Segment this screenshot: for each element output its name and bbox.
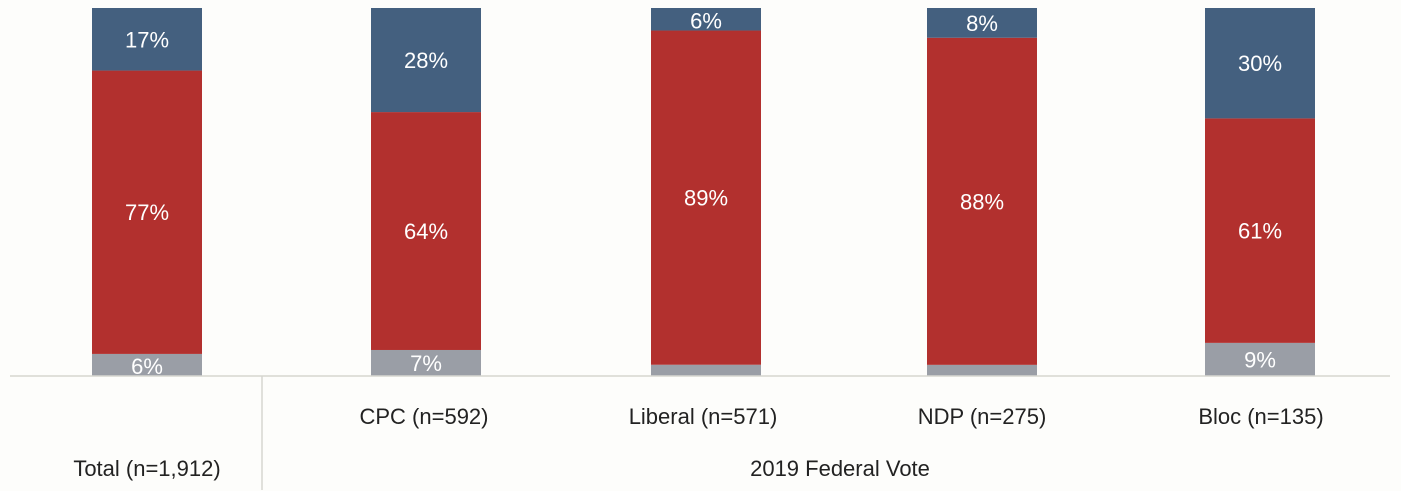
group-label-federal-vote: 2019 Federal Vote	[750, 456, 930, 481]
bar-segment-cpc-1	[371, 112, 481, 350]
tick-label-liberal: Liberal (n=571)	[629, 404, 778, 429]
bar-segment-total-1	[92, 70, 202, 354]
bar-segment-total-2	[92, 8, 202, 71]
bar-segment-bloc-2	[1205, 8, 1315, 119]
category-axis: CPC (n=592) Liberal (n=571) NDP (n=275) …	[10, 375, 1390, 490]
bar-segment-cpc-0	[371, 349, 481, 376]
data-label-total-0: 6%	[131, 354, 163, 379]
bar-segment-ndp-1	[927, 37, 1037, 365]
data-label-total-1: 77%	[125, 200, 169, 225]
bar-segment-liberal-1	[651, 30, 761, 365]
bar-segment-ndp-0	[927, 364, 1037, 376]
bar-segment-liberal-0	[651, 364, 761, 376]
data-label-total-2: 17%	[125, 27, 169, 52]
tick-label-bloc: Bloc (n=135)	[1198, 404, 1323, 429]
tick-label-total: Total (n=1,912)	[73, 456, 220, 481]
bar-segment-bloc-0	[1205, 342, 1315, 376]
tick-label-cpc: CPC (n=592)	[359, 404, 488, 429]
data-label-bloc-1: 61%	[1238, 219, 1282, 244]
data-label-cpc-1: 64%	[404, 219, 448, 244]
bar-segment-bloc-1	[1205, 118, 1315, 343]
data-label-bloc-2: 30%	[1238, 51, 1282, 76]
data-label-cpc-0: 7%	[410, 351, 442, 376]
bars: 6% 77% 17% 7% 64% 28% 89% 6% 88% 8% 9% 61% 30%	[92, 8, 1315, 379]
data-label-liberal-1: 89%	[684, 186, 728, 211]
tick-label-ndp: NDP (n=275)	[918, 404, 1047, 429]
data-label-ndp-1: 88%	[960, 189, 1004, 214]
bar-segment-liberal-2	[651, 8, 761, 31]
data-label-cpc-2: 28%	[404, 48, 448, 73]
data-label-liberal-2: 6%	[690, 9, 722, 34]
data-label-ndp-2: 8%	[966, 11, 998, 36]
bar-segment-total-0	[92, 353, 202, 376]
data-label-bloc-0: 9%	[1244, 347, 1276, 372]
bar-segment-ndp-2	[927, 8, 1037, 38]
bar-segment-cpc-2	[371, 8, 481, 113]
